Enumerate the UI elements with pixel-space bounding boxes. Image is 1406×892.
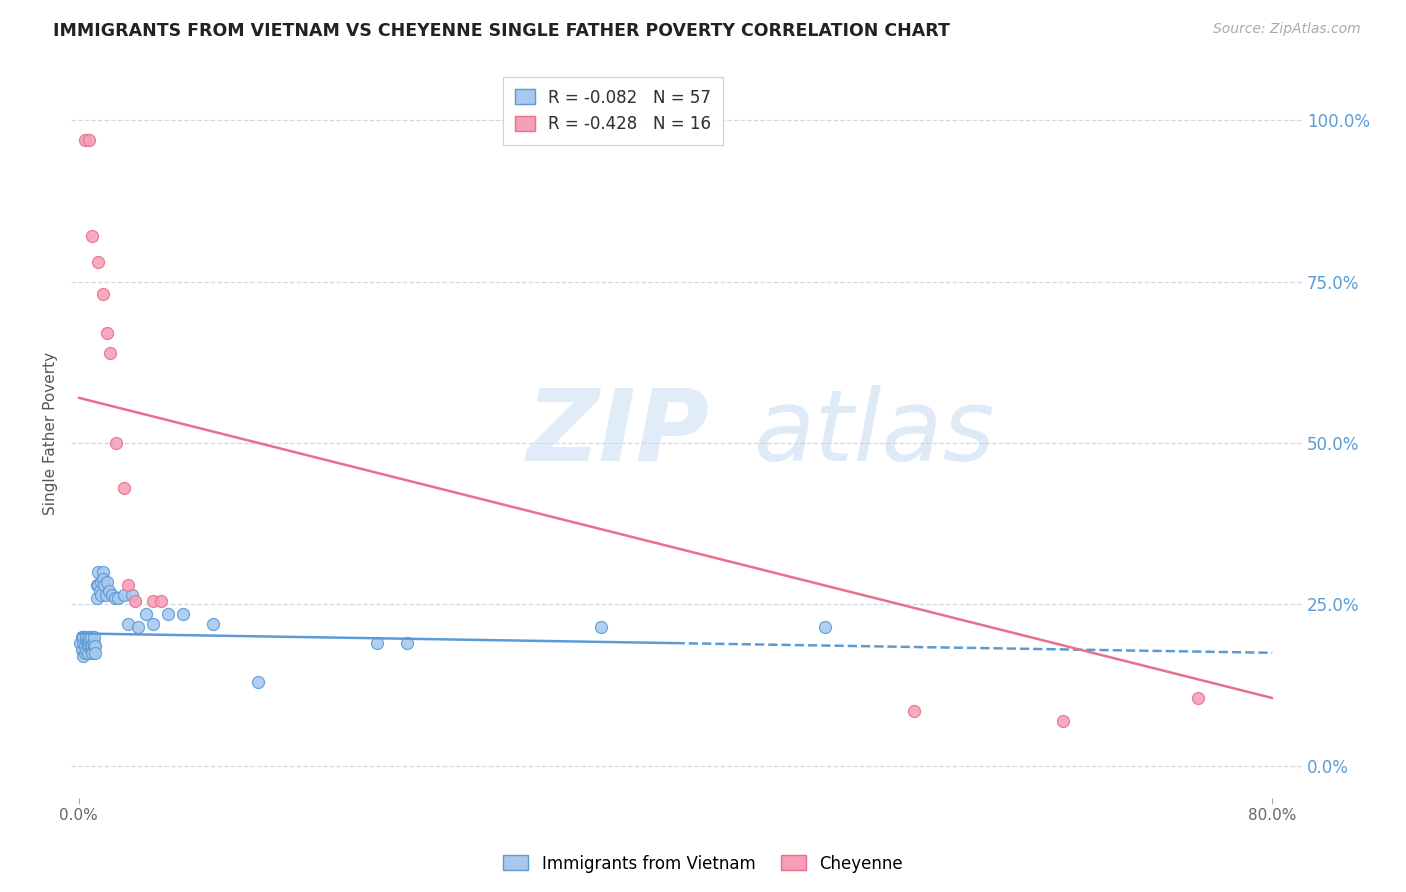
Point [97,584,120,599]
Legend: R = -0.082   N = 57, R = -0.428   N = 16: R = -0.082 N = 57, R = -0.428 N = 16 [503,77,723,145]
Text: ZIP: ZIP [527,384,710,482]
Point [77,132,100,146]
Point [76,632,98,647]
Point [135,607,157,621]
Text: Source: ZipAtlas.com: Source: ZipAtlas.com [1213,22,1361,37]
Point [90,588,112,602]
Point [1052,714,1074,728]
Point [82,640,104,654]
Point [117,578,139,592]
Point [89,584,111,599]
Point [72,630,94,644]
Point [395,636,418,650]
Point [73,132,96,146]
Point [100,588,122,602]
Point [87,578,110,592]
Point [86,591,108,605]
Point [87,255,110,269]
Point [172,607,194,621]
Point [72,636,94,650]
Point [70,642,93,657]
Y-axis label: Single Father Poverty: Single Father Poverty [44,351,58,515]
Point [73,646,96,660]
Point [82,229,104,244]
Point [589,620,612,634]
Point [157,607,180,621]
Point [75,630,97,644]
Point [77,630,100,644]
Point [76,646,98,660]
Point [112,588,135,602]
Point [94,588,117,602]
Point [91,565,114,579]
Point [80,642,103,657]
Point [80,640,103,654]
Point [1187,691,1209,706]
Point [98,345,121,359]
Point [202,616,225,631]
Point [90,574,112,589]
Text: atlas: atlas [755,384,995,482]
Point [72,648,94,663]
Point [77,632,100,647]
Point [107,591,129,605]
Point [903,704,925,718]
Point [117,616,139,631]
Point [246,674,269,689]
Point [142,594,165,608]
Point [105,436,128,450]
Point [83,630,105,644]
Legend: Immigrants from Vietnam, Cheyenne: Immigrants from Vietnam, Cheyenne [496,848,910,880]
Point [124,594,146,608]
Point [83,636,105,650]
Point [366,636,388,650]
Point [93,578,115,592]
Point [112,481,135,495]
Point [70,630,93,644]
Point [75,642,97,657]
Point [96,326,118,341]
Point [91,572,114,586]
Point [814,620,837,634]
Point [83,640,105,654]
Point [96,574,118,589]
Point [121,588,143,602]
Point [103,591,125,605]
Point [86,578,108,592]
Point [82,646,104,660]
Text: IMMIGRANTS FROM VIETNAM VS CHEYENNE SINGLE FATHER POVERTY CORRELATION CHART: IMMIGRANTS FROM VIETNAM VS CHEYENNE SING… [53,22,950,40]
Point [80,630,103,644]
Point [77,640,100,654]
Point [149,594,172,608]
Point [76,640,98,654]
Point [142,616,165,631]
Point [91,287,114,301]
Point [127,620,149,634]
Point [75,632,97,647]
Point [84,646,107,660]
Point [87,565,110,579]
Point [69,636,91,650]
Point [73,640,96,654]
Point [84,640,107,654]
